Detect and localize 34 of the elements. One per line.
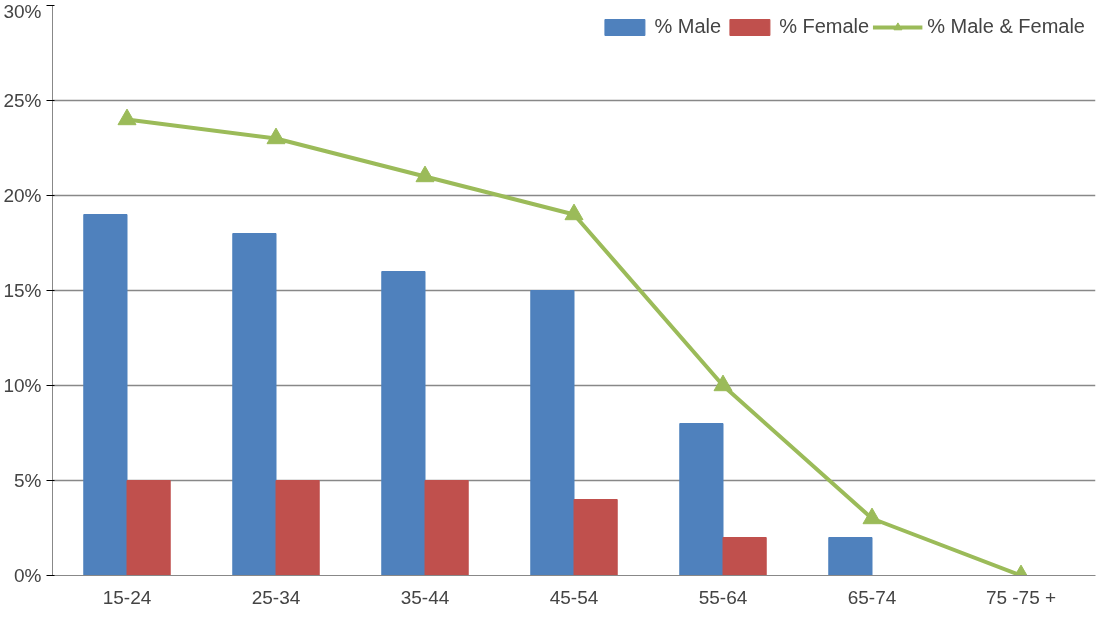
bar [232,233,277,576]
point [862,507,882,525]
point [713,374,733,392]
y-tick-label: 30% [3,0,42,22]
x-tick-label: 75 -75 + [985,586,1057,608]
x-tick-label: 65-74 [847,586,897,608]
bar [828,537,873,576]
x-tick-label: 55-64 [698,586,748,608]
y-tick-label: 25% [3,90,42,111]
bar [573,499,618,576]
bar [126,480,171,576]
bar [381,271,426,576]
bar [424,480,469,576]
x-tick-label: 15-24 [102,586,152,608]
legend-label: % Male [654,15,722,38]
x-tick-label: 35-44 [400,586,450,608]
bar [722,537,767,576]
bar [83,214,128,576]
x-tick-label: 25-34 [251,586,301,608]
y-tick-label: 0% [14,565,42,586]
y-tick-label: 5% [14,470,42,491]
bar [275,480,320,576]
legend-label: % Female [779,15,870,38]
y-tick-label: 15% [3,280,42,301]
bar [530,290,575,576]
point [564,203,584,221]
point [117,108,137,126]
x-tick-label: 45-54 [549,586,599,608]
legend-label: % Male & Female [927,15,1085,38]
point [415,165,435,183]
y-tick-label: 10% [3,375,42,396]
bar [679,423,724,576]
y-tick-label: 20% [3,185,42,206]
point [266,127,286,145]
